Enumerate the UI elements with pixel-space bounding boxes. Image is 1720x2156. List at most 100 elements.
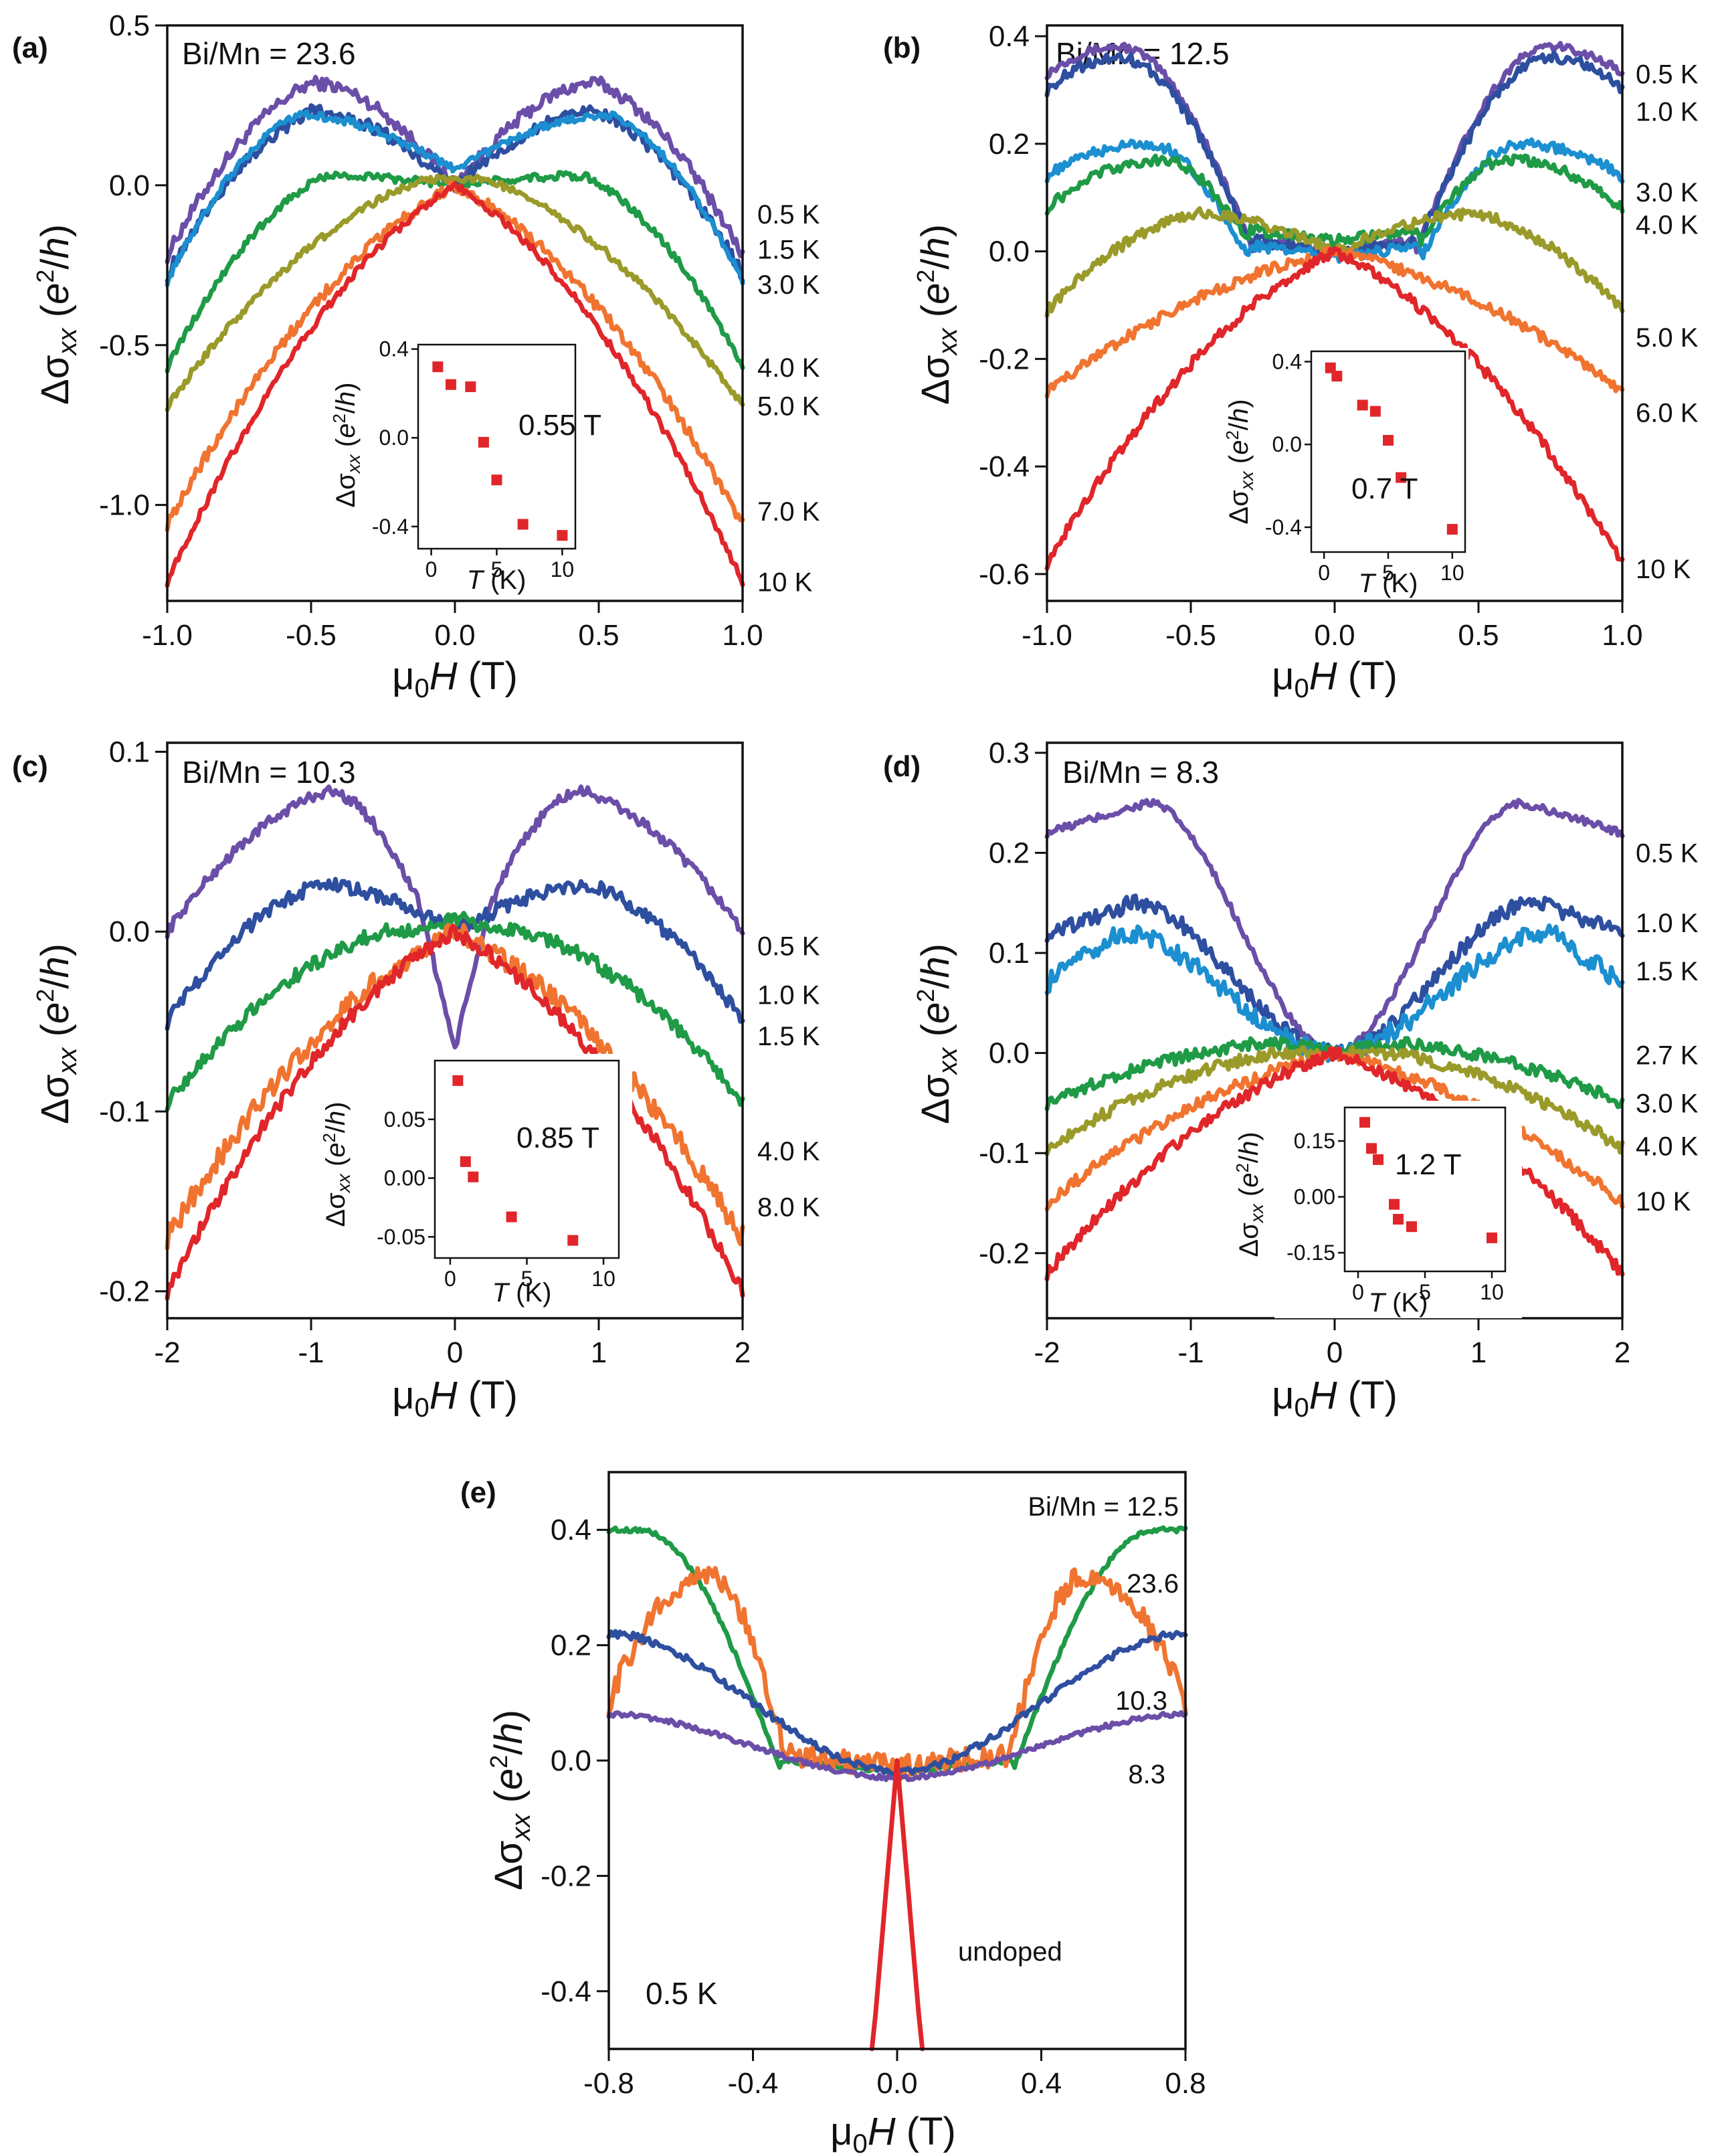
panel-c: (c) Bi/Mn = 10.3 μ0H (T) Δσxx (e2/h) -2-… <box>12 735 820 1423</box>
series-label-b-0.5K: 0.5 K <box>1636 60 1699 89</box>
series-line-c-1.5K <box>165 911 745 1112</box>
series-label-b-3.0K: 3.0 K <box>1636 178 1699 207</box>
series-labels-c: 0.5 K 1.0 K 1.5 K 4.0 K 8.0 K <box>757 932 820 1223</box>
inset-point-a <box>445 379 456 390</box>
series-line-a-5.0K <box>165 173 745 412</box>
inset-point-a <box>491 474 502 486</box>
inset-y-tick-label-a: 0.4 <box>379 337 409 361</box>
inset-point-c <box>506 1211 517 1223</box>
series-label-e-undoped: undoped <box>958 1937 1062 1967</box>
panel-tag-b: (b) <box>883 31 921 64</box>
inset-point-b <box>1446 523 1458 535</box>
series-label-b-1.0K: 1.0 K <box>1636 98 1699 127</box>
inset-frame-a <box>417 343 577 550</box>
x-tick-label-d: -2 <box>1034 1336 1060 1369</box>
y-tick-label-e: 0.2 <box>551 1629 591 1662</box>
inset-point-b <box>1369 406 1381 417</box>
inset-x-label-b: T (K) <box>1359 569 1418 598</box>
inset-d: 0 5 10 -0.15 0.00 0.15 1.2 T T (K) Δσxx (e2/h… <box>1232 1101 1522 1318</box>
panel-tag-a: (a) <box>12 31 48 64</box>
y-tick-label-e: 0.0 <box>551 1744 591 1777</box>
curves-b <box>1044 41 1625 571</box>
inset-field-label-d: 1.2 T <box>1395 1148 1461 1181</box>
x-tick-label-b: 1.0 <box>1602 619 1642 652</box>
series-label-c-0.5K: 0.5 K <box>757 932 820 962</box>
series-line-d-0.5K <box>1044 798 1625 1059</box>
x-tick-label-b: -1.0 <box>1022 619 1072 652</box>
x-tick-label-e: 0.8 <box>1165 2067 1206 2100</box>
series-label-c-8.0K: 8.0 K <box>757 1192 820 1222</box>
x-tick-label-b: 0.0 <box>1314 619 1355 652</box>
series-labels-a: 0.5 K 1.5 K 3.0 K 4.0 K 5.0 K 7.0 K 10 K <box>757 200 820 597</box>
panel-d-title: Bi/Mn = 8.3 <box>1062 755 1219 790</box>
inset-x-tick-label-d: 0 <box>1352 1280 1364 1304</box>
series-label-d-1.5K: 1.5 K <box>1636 957 1699 986</box>
series-label-d-3.0K: 3.0 K <box>1636 1089 1699 1118</box>
inset-y-label-c: Δσxx (e2/h) <box>319 1101 354 1227</box>
plot-frame-e <box>607 1471 1187 2050</box>
series-label-a-7.0K: 7.0 K <box>757 497 820 527</box>
inset-point-d <box>1487 1232 1497 1243</box>
inset-y-label-a: Δσxx (e2/h) <box>329 382 364 507</box>
inset-y-tick-label-d: -0.15 <box>1286 1241 1335 1265</box>
inset-point-a <box>517 519 529 530</box>
series-label-a-1.5K: 1.5 K <box>757 235 820 264</box>
inset-x-tick-label-a: 10 <box>551 557 575 581</box>
panel-d: (d) Bi/Mn = 8.3 μ0H (T) Δσxx (e2/h) -2 -1… <box>883 737 1699 1423</box>
curves-e <box>606 1525 1188 2052</box>
inset-point-b <box>1325 362 1336 373</box>
x-axis-label-e: μ0H (T) <box>830 2110 956 2156</box>
y-tick-label-a: -1.0 <box>99 489 150 522</box>
series-label-c-1.0K: 1.0 K <box>757 980 820 1010</box>
series-label-b-5.0K: 5.0 K <box>1636 323 1699 353</box>
series-line-b-5.0K <box>1044 206 1625 319</box>
inset-point-d <box>1389 1198 1400 1210</box>
series-label-e-12.5: Bi/Mn = 12.5 <box>1028 1492 1179 1522</box>
x-tick-label-c: -2 <box>154 1336 180 1369</box>
series-label-c-1.5K: 1.5 K <box>757 1022 820 1051</box>
inset-x-tick-label-b: 5 <box>1382 561 1394 585</box>
x-tick-label-b: -0.5 <box>1165 619 1216 652</box>
inset-markers-d: 0 5 10 -0.15 0.00 0.15 <box>1286 1117 1504 1304</box>
x-tick-label-d: -1 <box>1177 1336 1204 1369</box>
y-tick-label-c: -0.1 <box>99 1095 150 1128</box>
x-tick-label-a: -1.0 <box>142 619 193 652</box>
x-tick-label-a: 0.0 <box>434 619 475 652</box>
inset-x-tick-label-a: 0 <box>425 557 438 581</box>
series-label-c-4.0K: 4.0 K <box>757 1137 820 1166</box>
y-tick-label-b: 0.4 <box>989 20 1030 53</box>
x-axis-label-c: μ0H (T) <box>392 1374 518 1423</box>
panel-tag-e: (e) <box>460 1476 496 1509</box>
x-axis-label-d: μ0H (T) <box>1272 1374 1398 1423</box>
series-line-c-0.5K <box>165 784 745 1050</box>
y-tick-label-b: 0.0 <box>989 236 1030 268</box>
x-tick-label-d: 1 <box>1470 1336 1487 1369</box>
inset-y-tick-label-c: 0.05 <box>384 1107 425 1132</box>
series-label-a-4.0K: 4.0 K <box>757 353 820 383</box>
inset-x-tick-label-c: 10 <box>591 1267 615 1291</box>
inset-y-tick-label-a: -0.4 <box>372 515 409 539</box>
x-tick-label-a: 1.0 <box>722 619 763 652</box>
x-tick-label-a: 0.5 <box>578 619 619 652</box>
y-tick-label-a: 0.5 <box>109 9 150 42</box>
inset-markers-a: 0 5 10 -0.4 0.0 0.4 <box>372 337 574 581</box>
y-axis-label-e: Δσxx (e2/h) <box>485 1710 536 1890</box>
inset-y-tick-label-b: -0.4 <box>1265 515 1302 539</box>
series-label-a-10K: 10 K <box>757 567 813 597</box>
inset-x-tick-label-b: 0 <box>1318 561 1330 585</box>
inset-point-d <box>1366 1143 1377 1154</box>
y-tick-label-b: -0.4 <box>979 450 1030 483</box>
panel-tag-c: (c) <box>12 750 48 783</box>
y-tick-label-d: 0.1 <box>989 937 1030 970</box>
inset-point-b <box>1383 434 1394 446</box>
inset-field-label-c: 0.85 T <box>516 1121 599 1154</box>
inset-point-c <box>567 1235 579 1246</box>
inset-field-label-b: 0.7 T <box>1351 472 1418 505</box>
series-line-b-4.0K <box>1044 153 1625 248</box>
y-tick-label-a: -0.5 <box>99 329 150 362</box>
series-labels-b: 0.5 K 1.0 K 3.0 K 4.0 K 5.0 K 6.0 K 10 K <box>1636 60 1699 583</box>
panel-b: (b) Bi/Mn = 12.5 μ0H (T) Δσxx (e2/h) -1.… <box>883 20 1699 703</box>
y-tick-label-b: 0.2 <box>989 128 1030 161</box>
series-line-d-1.5K <box>1044 923 1625 1063</box>
